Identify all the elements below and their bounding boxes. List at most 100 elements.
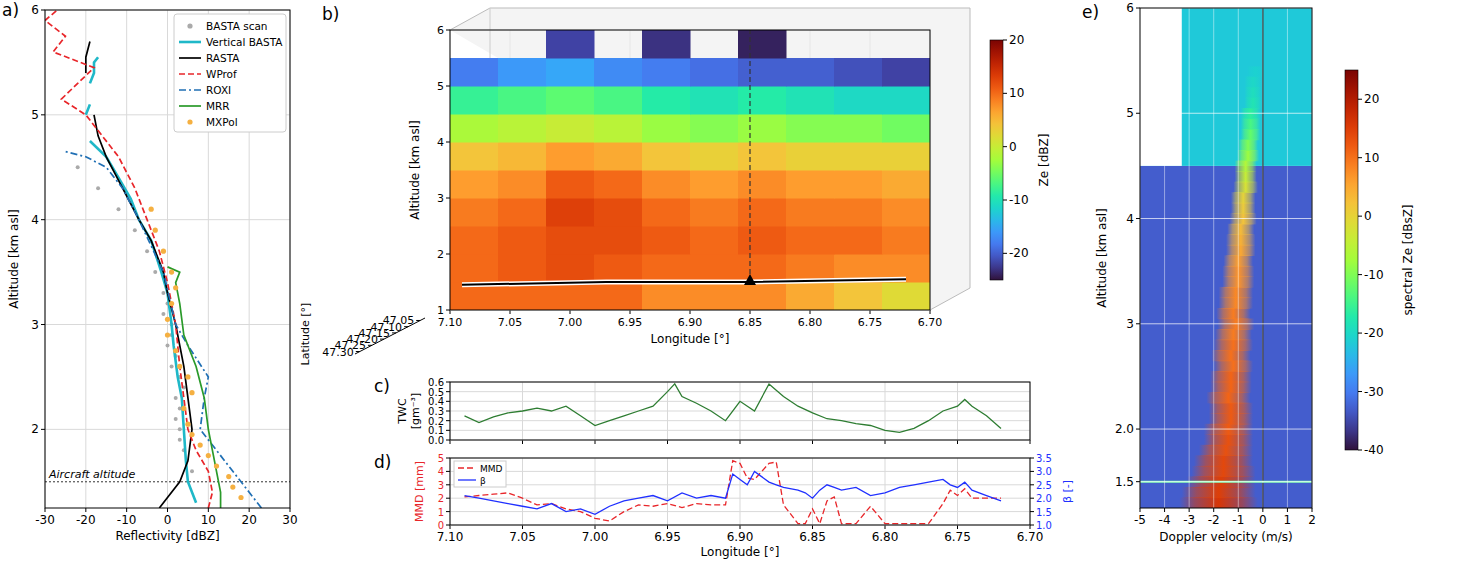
cell [786,226,835,255]
cell [738,86,787,115]
cell [546,282,595,310]
spectrum-row [1226,245,1255,256]
tick [750,310,751,314]
tick [446,391,450,392]
cell [642,58,691,87]
cell [882,282,930,310]
label: 3 [438,480,444,491]
tick [446,498,450,499]
label: 3.5 [1036,453,1052,464]
label: 0 [164,513,172,527]
spectrum-row [1204,434,1253,445]
cell [882,86,930,115]
cell [498,170,547,199]
tick [1358,99,1362,100]
spectrum-row [1215,329,1252,340]
spectrum-row [1237,150,1259,161]
tick [404,326,408,327]
label: 1 [1284,513,1292,527]
label: 3 [437,192,444,205]
tick [1003,146,1007,147]
legend-label: BASTA scan [206,20,268,32]
point [161,249,166,254]
tick [740,440,741,444]
tick [1030,525,1031,529]
label: 2.5 [1036,480,1052,491]
label: 6.95 [654,530,681,544]
cell [594,254,643,283]
tick [810,310,811,314]
cell [738,254,787,283]
tick [1358,333,1362,334]
tick [380,339,384,340]
grid-line [1262,8,1263,508]
label: 7.05 [509,530,536,544]
label: 4 [437,136,444,149]
spectrum-row [1244,97,1261,108]
spectrum-row [1226,234,1255,245]
grid-line [667,458,668,525]
cell [690,86,739,115]
spectrum-row [1231,192,1256,203]
cell [594,170,643,199]
spectrum-row [1209,413,1253,424]
cell [786,170,835,199]
label: 2.0 [1036,493,1052,504]
flight-track [462,279,906,285]
legend-label: ROXI [206,84,231,96]
position-marker [744,274,756,285]
plot-area [465,461,1002,524]
spectrum-row [1214,361,1253,372]
label: -20 [76,513,96,527]
grid-line [450,511,1030,512]
point [117,207,121,211]
grid-line [1238,8,1239,508]
tick [1030,525,1034,526]
label: 5 [437,80,444,93]
cell [546,226,595,255]
frame [450,458,1030,525]
cell [594,58,643,87]
grid-line [450,430,1030,431]
cell [690,198,739,227]
label: 5 [1126,106,1134,120]
legend-line [179,57,201,59]
legend-label: WProf [206,68,237,80]
axis-title: Altitude [km asl] [408,120,422,219]
cell [786,282,835,310]
cell [786,142,835,171]
tick [446,382,450,383]
tick [446,420,450,421]
label: 4 [1126,212,1134,226]
label: -3 [1183,513,1195,527]
label: 7.00 [582,530,609,544]
cell [690,226,739,255]
point [153,270,157,274]
grid-line [1287,8,1288,508]
spectrum-row [1192,466,1256,477]
axis-title: Longitude [°] [701,545,780,559]
axis-title: Altitude [km asl] [7,209,21,308]
tick [126,508,127,512]
cell [450,170,499,199]
panel-letter: e) [1082,2,1099,22]
cell [834,282,883,310]
spectrum-row [1209,403,1253,414]
label: 4 [31,213,39,227]
tick [1358,157,1362,158]
legend-box [454,461,506,487]
cell [786,114,835,143]
legend-marker [187,119,192,124]
legend-marker [187,23,192,28]
spectrum-row [1247,66,1264,77]
frame [450,30,930,310]
tick [1030,458,1034,459]
tick [1136,323,1140,324]
legend-line [179,73,201,75]
cell [498,198,547,227]
aircraft-line [1140,481,1312,483]
tick [446,254,450,255]
cell [738,114,787,143]
tick [1164,508,1165,512]
cell [498,142,547,171]
